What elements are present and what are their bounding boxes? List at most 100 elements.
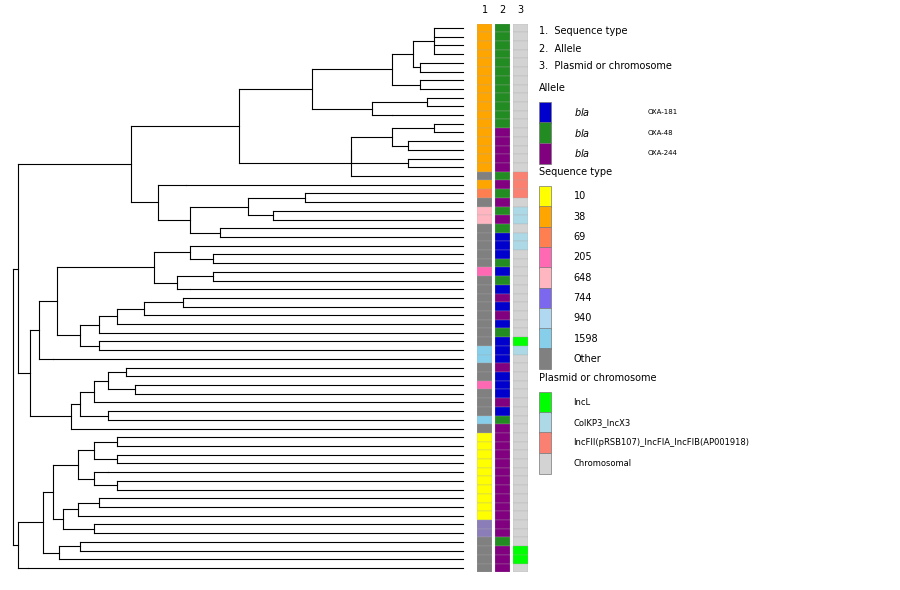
Bar bbox=[513, 111, 528, 119]
Bar bbox=[513, 181, 528, 189]
Bar bbox=[495, 163, 510, 172]
FancyBboxPatch shape bbox=[539, 308, 551, 329]
Bar bbox=[513, 224, 528, 232]
Bar bbox=[513, 259, 528, 267]
Bar bbox=[513, 146, 528, 154]
Bar bbox=[477, 442, 492, 450]
Text: Other: Other bbox=[573, 354, 601, 364]
Text: IncFII(pRSB107)_IncFIA_IncFIB(AP001918): IncFII(pRSB107)_IncFIA_IncFIB(AP001918) bbox=[573, 438, 750, 447]
Bar bbox=[513, 267, 528, 276]
Bar bbox=[477, 232, 492, 241]
Bar bbox=[513, 163, 528, 172]
Bar bbox=[477, 468, 492, 477]
Bar bbox=[477, 363, 492, 372]
Bar bbox=[513, 477, 528, 485]
Bar bbox=[477, 84, 492, 93]
Text: Plasmid or chromosome: Plasmid or chromosome bbox=[539, 373, 657, 383]
Bar bbox=[477, 512, 492, 520]
Bar bbox=[513, 50, 528, 58]
Bar bbox=[477, 154, 492, 163]
Bar bbox=[477, 224, 492, 232]
Bar bbox=[495, 459, 510, 468]
Bar bbox=[477, 415, 492, 424]
Bar bbox=[495, 224, 510, 232]
FancyBboxPatch shape bbox=[539, 267, 551, 288]
Bar bbox=[495, 285, 510, 294]
Bar bbox=[495, 555, 510, 563]
Bar bbox=[495, 450, 510, 459]
Text: 1: 1 bbox=[482, 5, 488, 15]
Bar bbox=[513, 520, 528, 529]
Bar bbox=[495, 58, 510, 67]
Bar bbox=[495, 537, 510, 546]
Bar bbox=[495, 250, 510, 259]
Bar bbox=[477, 529, 492, 537]
Text: $\mathit{bla}$: $\mathit{bla}$ bbox=[573, 147, 590, 159]
Bar bbox=[495, 546, 510, 555]
Bar bbox=[495, 529, 510, 537]
Bar bbox=[495, 189, 510, 198]
Bar bbox=[513, 503, 528, 512]
Bar bbox=[513, 537, 528, 546]
Bar bbox=[495, 503, 510, 512]
Bar bbox=[495, 102, 510, 111]
Bar bbox=[513, 276, 528, 285]
Bar bbox=[495, 111, 510, 119]
Bar bbox=[513, 241, 528, 250]
Bar bbox=[513, 442, 528, 450]
Bar bbox=[495, 76, 510, 84]
Bar bbox=[477, 459, 492, 468]
Bar bbox=[477, 450, 492, 459]
Bar bbox=[495, 415, 510, 424]
Bar bbox=[477, 128, 492, 137]
Text: 205: 205 bbox=[573, 253, 592, 263]
FancyBboxPatch shape bbox=[539, 412, 551, 433]
Bar bbox=[477, 477, 492, 485]
Bar bbox=[513, 302, 528, 311]
Bar bbox=[513, 67, 528, 76]
Bar bbox=[495, 329, 510, 337]
Bar bbox=[495, 512, 510, 520]
Bar bbox=[477, 215, 492, 224]
Bar bbox=[477, 503, 492, 512]
Bar bbox=[495, 93, 510, 102]
Bar bbox=[477, 58, 492, 67]
Bar bbox=[495, 154, 510, 163]
Bar bbox=[513, 494, 528, 503]
Bar bbox=[495, 259, 510, 267]
FancyBboxPatch shape bbox=[539, 453, 551, 474]
FancyBboxPatch shape bbox=[539, 122, 551, 143]
Bar bbox=[477, 381, 492, 389]
Bar bbox=[513, 329, 528, 337]
Bar bbox=[477, 555, 492, 563]
Bar bbox=[513, 102, 528, 111]
Bar bbox=[495, 294, 510, 302]
Bar bbox=[477, 311, 492, 320]
Text: 2: 2 bbox=[500, 5, 506, 15]
Bar bbox=[513, 58, 528, 67]
Text: Chromosomal: Chromosomal bbox=[573, 458, 632, 468]
Bar bbox=[495, 372, 510, 381]
Bar bbox=[495, 320, 510, 329]
Bar bbox=[477, 198, 492, 206]
Bar bbox=[495, 276, 510, 285]
Bar bbox=[477, 41, 492, 50]
Bar bbox=[495, 128, 510, 137]
Bar bbox=[495, 181, 510, 189]
Bar bbox=[495, 24, 510, 32]
Bar bbox=[513, 154, 528, 163]
Bar bbox=[477, 163, 492, 172]
Bar bbox=[513, 232, 528, 241]
Bar bbox=[513, 285, 528, 294]
Bar bbox=[513, 389, 528, 398]
Bar bbox=[477, 302, 492, 311]
Bar bbox=[477, 241, 492, 250]
Bar bbox=[477, 259, 492, 267]
Bar bbox=[495, 389, 510, 398]
Bar bbox=[513, 433, 528, 442]
Bar bbox=[477, 329, 492, 337]
Text: 940: 940 bbox=[573, 313, 592, 323]
Bar bbox=[513, 407, 528, 415]
Bar bbox=[477, 181, 492, 189]
Bar bbox=[495, 381, 510, 389]
